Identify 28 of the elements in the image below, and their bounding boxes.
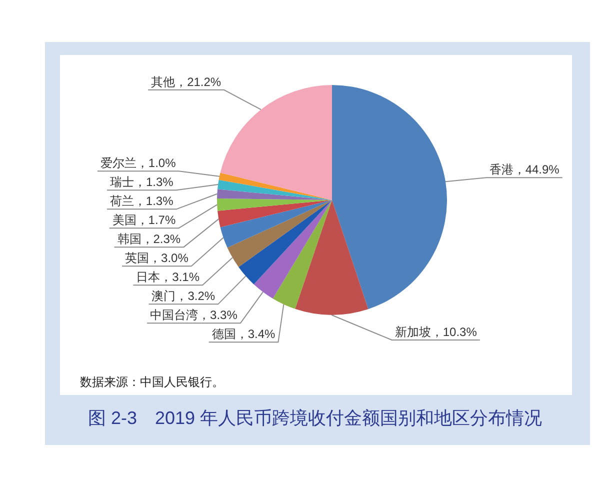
slice-label: 美国 <box>112 213 136 228</box>
data-label: ，1.7% <box>136 213 176 228</box>
slice-label: 德国 <box>212 327 236 342</box>
slice-label: 英国 <box>125 251 150 266</box>
data-label: ，10.3% <box>430 325 478 339</box>
slice-label: 韩国 <box>117 232 142 246</box>
slice-label: 荷兰 <box>110 194 134 208</box>
data-label: ，1.3% <box>134 194 174 208</box>
data-label: ，3.2% <box>176 289 216 304</box>
slice-label: 爱尔兰 <box>100 156 136 170</box>
data-label: ，3.4% <box>236 327 276 342</box>
data-label: ，21.2% <box>175 74 222 89</box>
source-note: 数据来源：中国人民银行。 <box>80 375 224 389</box>
text: 图 2-3 2019 年人民币跨境收付金额国别和地区分布情况 <box>88 408 542 428</box>
slice-label: 新加坡 <box>394 325 431 339</box>
data-label: ，3.1% <box>160 270 200 284</box>
slice-label: 其他 <box>151 74 176 89</box>
data-label: ，1.3% <box>134 175 174 190</box>
slice-label: 瑞士 <box>110 175 134 190</box>
slice-label: 香港 <box>489 162 514 177</box>
slice-label: 中国台湾 <box>150 308 198 322</box>
data-label: ，1.0% <box>136 156 176 170</box>
data-label: ，44.9% <box>513 162 560 177</box>
data-label: ，3.0% <box>149 251 189 266</box>
slice-label: 澳门 <box>152 289 176 304</box>
data-label: ，2.3% <box>141 232 181 246</box>
data-label: ，3.3% <box>198 308 238 322</box>
slice-label: 日本 <box>136 270 160 284</box>
